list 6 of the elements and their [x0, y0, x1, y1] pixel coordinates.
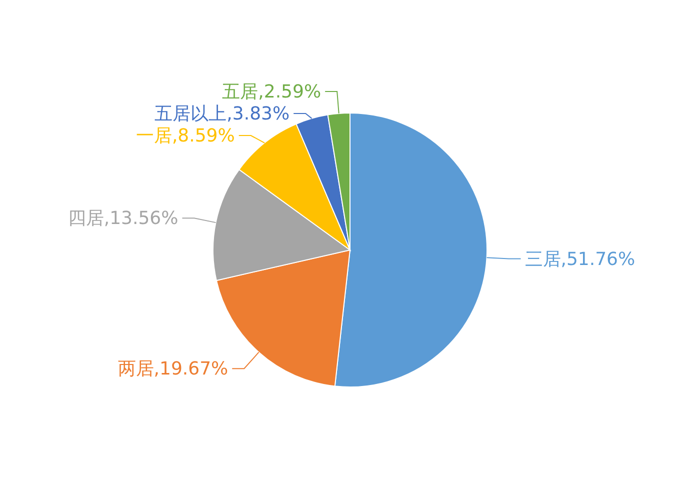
slice-label: 两居,19.67% — [118, 358, 228, 380]
slice-label: 一居,8.59% — [136, 126, 235, 147]
slice-label: 三居,51.76% — [524, 248, 636, 270]
slice-label: 五居以上,3.83% — [154, 104, 290, 125]
slice-label: 五居,2.59% — [222, 82, 322, 103]
slice-label: 四居,13.56% — [68, 208, 178, 230]
